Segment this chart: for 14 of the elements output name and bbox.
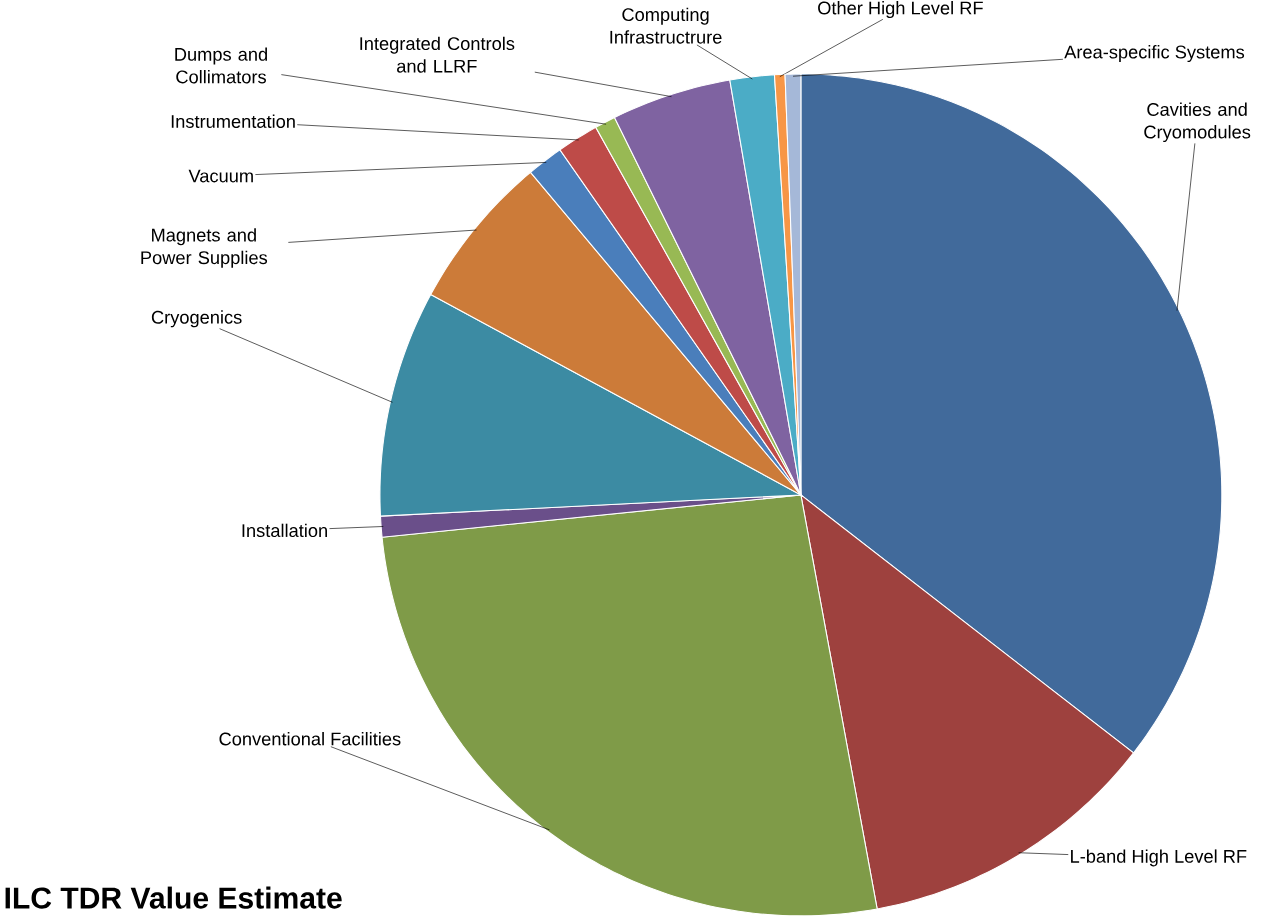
slice-label: Cavities and Cryomodules — [1144, 102, 1251, 142]
slice-label: Instrumentation — [171, 114, 295, 128]
slice-label: Area-specific Systems — [1064, 44, 1245, 62]
slice-label: Conventional Facilities — [219, 731, 401, 746]
slice-label: Computing Infrastructrure — [610, 7, 722, 44]
slice-label: Magnets and Power Supplies — [141, 227, 268, 268]
slice-label: Integrated Controls and LLRF — [360, 36, 515, 73]
slice-label: Vacuum — [188, 169, 253, 183]
slice-label: L-band High Level RF — [1071, 849, 1247, 867]
slice-label: Cryogenics — [151, 310, 242, 328]
slice-label: Dumps and Collimators — [175, 47, 267, 84]
text: ILC TDR Value Estimate — [5, 886, 342, 909]
slice-label: Installation — [242, 523, 327, 537]
slice-label: Other High Level RF — [818, 0, 983, 18]
